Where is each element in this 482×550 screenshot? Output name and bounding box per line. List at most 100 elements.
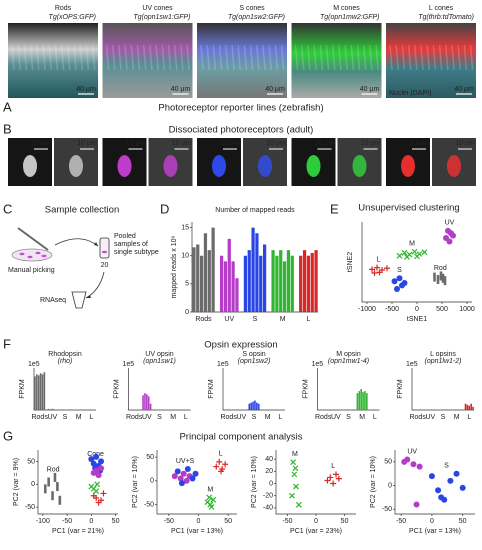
cell <box>117 155 132 177</box>
micrograph-texture <box>200 44 204 71</box>
micrograph <box>102 23 193 98</box>
cell <box>306 155 321 177</box>
micrograph-texture <box>79 44 83 71</box>
y-axis-label: tSNE2 <box>347 252 354 272</box>
panel-title: Photoreceptor reporter lines (zebrafish) <box>158 103 323 114</box>
point <box>206 494 213 501</box>
micrograph-texture <box>231 44 235 71</box>
bar <box>257 403 260 410</box>
pooled-label: Pooled <box>114 233 136 240</box>
x-tick-label: -50 <box>396 518 406 525</box>
point <box>446 238 453 245</box>
point <box>450 232 456 239</box>
bar <box>248 403 251 410</box>
point <box>410 461 417 468</box>
bar <box>147 396 150 410</box>
scale-label: 40 µm <box>171 86 191 93</box>
bar <box>364 391 366 410</box>
micrograph-texture <box>407 44 412 71</box>
micrograph-texture <box>212 44 217 71</box>
image-title: M cones <box>333 5 360 12</box>
chart-subtitle: (rho) <box>58 358 73 365</box>
chart-subtitle: (opn1sw1) <box>143 358 176 365</box>
micrograph-texture <box>274 44 279 71</box>
group-label: Rods <box>315 414 332 421</box>
count-label: 20 <box>101 262 109 269</box>
y-tick-label: 15 <box>181 224 189 231</box>
point <box>43 484 47 494</box>
cluster-label: L <box>331 463 335 470</box>
micrograph-texture <box>237 44 241 71</box>
cluster-label: Rod <box>47 466 60 473</box>
point <box>47 477 50 487</box>
point <box>93 453 100 460</box>
point <box>98 465 105 472</box>
micrograph-texture <box>432 44 437 71</box>
group-label: Rods <box>409 414 426 421</box>
tube <box>99 237 110 259</box>
y-axis-label: PC2 (var = 10%) <box>132 456 139 508</box>
arrowhead <box>94 242 98 246</box>
point <box>208 503 215 510</box>
scale-label: 1e5 <box>312 361 324 368</box>
cluster-label: UV <box>445 220 455 227</box>
point <box>216 458 223 465</box>
chart-title: Unsupervised clustering <box>358 203 459 214</box>
point <box>436 274 440 284</box>
bar <box>243 255 248 312</box>
point <box>335 475 342 482</box>
axis <box>222 368 285 411</box>
scale-label: 1e5 <box>217 361 229 368</box>
point <box>100 490 107 497</box>
micrograph-texture <box>356 44 361 71</box>
micrograph-texture <box>438 44 443 71</box>
micrograph-texture <box>167 44 172 71</box>
point <box>210 496 217 503</box>
point <box>93 495 100 501</box>
bar <box>196 244 200 312</box>
micrograph-texture <box>268 44 272 71</box>
cell <box>352 155 367 177</box>
micrograph-texture <box>319 44 324 71</box>
bar <box>211 227 215 312</box>
point <box>53 472 57 482</box>
scale-label: 10 µm <box>315 140 335 147</box>
micrograph-texture <box>445 44 449 71</box>
group-label: Rods <box>220 414 237 421</box>
panel-label: F <box>3 336 11 351</box>
bar <box>290 255 294 312</box>
point <box>218 468 224 475</box>
bar <box>366 393 368 410</box>
group-label: UV <box>142 414 152 421</box>
point <box>192 470 199 477</box>
axis <box>394 450 475 515</box>
group-label: L <box>306 316 310 323</box>
cell <box>447 155 461 177</box>
point <box>433 272 436 282</box>
cluster-label: UV <box>407 448 417 455</box>
dish <box>11 248 53 262</box>
point <box>411 248 418 255</box>
point <box>394 285 400 292</box>
micrograph-texture <box>130 44 135 71</box>
micrograph-texture <box>249 44 254 71</box>
image-title: UV cones <box>142 5 173 12</box>
panel-label: B <box>3 121 12 136</box>
scale-label: 10 µm <box>455 140 475 147</box>
micrograph-texture <box>48 44 52 71</box>
point <box>289 492 295 499</box>
point <box>413 501 420 508</box>
bar <box>259 255 263 312</box>
point <box>453 470 460 477</box>
y-tick-label: 0 <box>150 478 154 485</box>
bar <box>247 250 251 312</box>
bar <box>282 261 287 312</box>
stain-label: Nuclei (DAPI) <box>389 90 431 97</box>
cluster-label: S <box>444 463 449 470</box>
bar <box>199 255 204 312</box>
cell-icon <box>19 252 25 256</box>
chart-title: UV opsin <box>145 351 174 358</box>
panel-label: E <box>330 201 339 216</box>
bar <box>34 376 36 410</box>
micrograph-texture <box>457 44 461 71</box>
